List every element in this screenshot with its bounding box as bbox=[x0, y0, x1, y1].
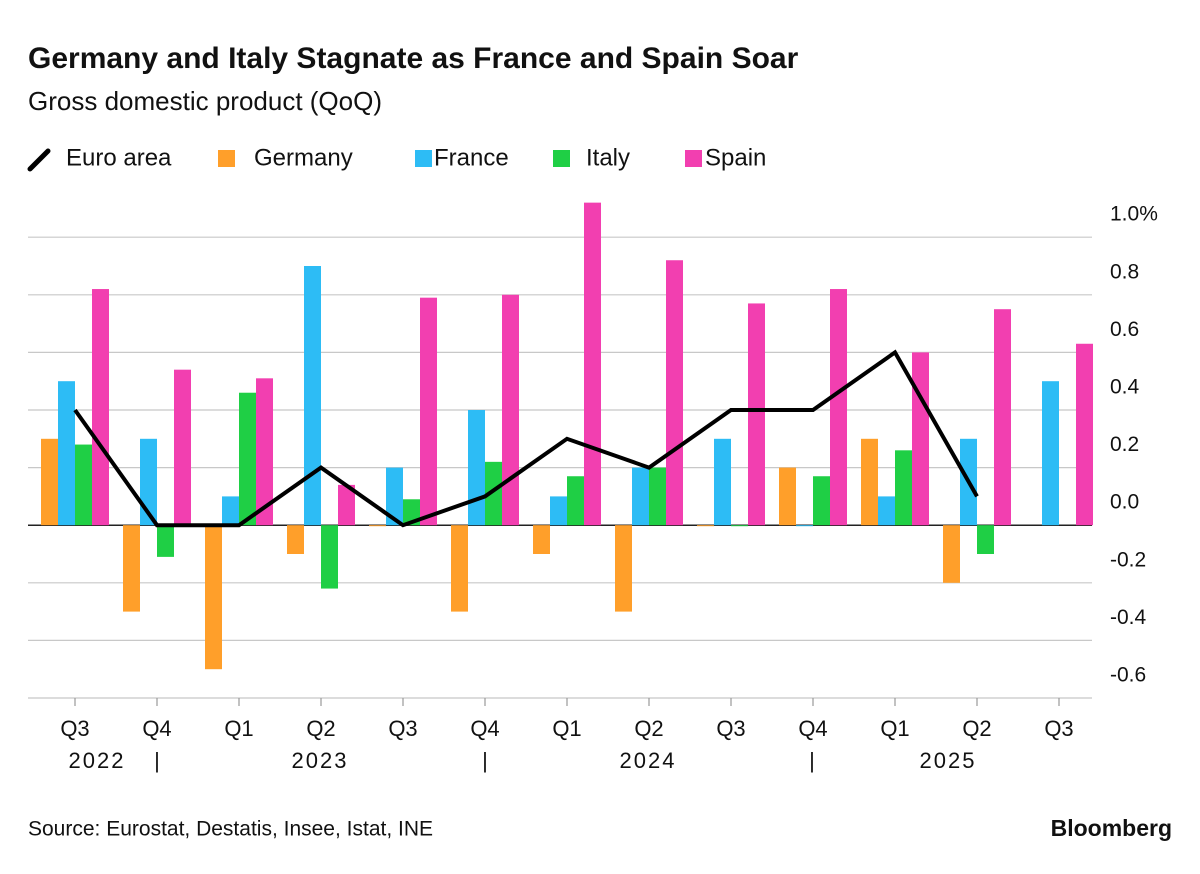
bar bbox=[338, 484, 355, 526]
x-tick-label: Q1 bbox=[224, 716, 253, 741]
x-tick-label: Q3 bbox=[60, 716, 89, 741]
bar bbox=[748, 303, 765, 526]
legend-label: Italy bbox=[586, 144, 630, 171]
bar bbox=[731, 525, 748, 527]
source: Source: Eurostat, Destatis, Insee, Istat… bbox=[28, 818, 433, 841]
y-tick-label: -0.2 bbox=[1110, 548, 1146, 571]
bar bbox=[468, 410, 485, 526]
x-tick-label: Q3 bbox=[1044, 716, 1073, 741]
year-label: 2024 bbox=[620, 748, 677, 773]
legend-label: Spain bbox=[705, 144, 766, 171]
y-tick-label: -0.6 bbox=[1110, 664, 1146, 687]
bar bbox=[75, 444, 92, 526]
bar bbox=[779, 467, 796, 526]
bar bbox=[1042, 381, 1059, 526]
bar bbox=[420, 297, 437, 526]
legend-label: Euro area bbox=[66, 144, 172, 171]
bar bbox=[451, 525, 468, 612]
legend-icon bbox=[27, 148, 51, 172]
bar bbox=[321, 525, 338, 589]
y-tick-label: 0.8 bbox=[1110, 260, 1139, 283]
bar bbox=[550, 496, 567, 526]
bar bbox=[567, 476, 584, 526]
bar bbox=[861, 438, 878, 526]
bar bbox=[533, 525, 550, 554]
bar bbox=[943, 525, 960, 583]
legend-icon bbox=[415, 150, 432, 167]
bar bbox=[878, 496, 895, 526]
legend-icon bbox=[218, 150, 235, 167]
year-separator: | bbox=[809, 748, 815, 773]
bar bbox=[830, 289, 847, 526]
x-tick-label: Q2 bbox=[634, 716, 663, 741]
bar bbox=[895, 450, 912, 526]
legend-icon bbox=[553, 150, 570, 167]
y-tick-label: -0.4 bbox=[1110, 606, 1147, 629]
bar bbox=[386, 467, 403, 526]
brand: Bloomberg bbox=[1051, 815, 1172, 841]
x-tick-label: Q4 bbox=[470, 716, 499, 741]
bar bbox=[502, 294, 519, 526]
x-tick-label: Q1 bbox=[880, 716, 909, 741]
bar bbox=[174, 369, 191, 526]
legend-icon bbox=[685, 150, 702, 167]
bar bbox=[666, 260, 683, 526]
bar bbox=[287, 525, 304, 554]
bar bbox=[304, 266, 321, 526]
bar bbox=[239, 392, 256, 526]
bar bbox=[369, 525, 386, 527]
bar bbox=[123, 525, 140, 612]
bar bbox=[92, 289, 109, 526]
x-tick-label: Q3 bbox=[716, 716, 745, 741]
year-label: 2023 bbox=[292, 748, 349, 773]
bar bbox=[615, 525, 632, 612]
bar bbox=[584, 202, 601, 526]
year-separator: | bbox=[154, 748, 160, 773]
y-tick-label: 0.4 bbox=[1110, 376, 1140, 399]
chart-subtitle: Gross domestic product (QoQ) bbox=[28, 86, 382, 116]
y-tick-label: 0.0 bbox=[1110, 491, 1139, 514]
bar bbox=[649, 467, 666, 526]
bar bbox=[977, 525, 994, 554]
y-tick-label: 1.0% bbox=[1110, 203, 1158, 226]
bar bbox=[912, 352, 929, 526]
legend-label: Germany bbox=[254, 144, 353, 171]
y-tick-label: 0.6 bbox=[1110, 318, 1139, 341]
chart-title: Germany and Italy Stagnate as France and… bbox=[28, 42, 799, 75]
year-label: 2025 bbox=[920, 748, 977, 773]
bar bbox=[485, 461, 502, 526]
bar bbox=[222, 496, 239, 526]
line bbox=[73, 349, 979, 528]
bar bbox=[140, 438, 157, 526]
bar bbox=[1076, 343, 1093, 526]
bar bbox=[813, 476, 830, 526]
bar bbox=[697, 525, 714, 527]
bar bbox=[994, 309, 1011, 526]
bar bbox=[714, 438, 731, 526]
x-tick-label: Q4 bbox=[798, 716, 827, 741]
year-separator: | bbox=[482, 748, 488, 773]
x-tick-label: Q4 bbox=[142, 716, 171, 741]
x-tick-label: Q1 bbox=[552, 716, 581, 741]
legend-label: France bbox=[434, 144, 509, 171]
x-tick-label: Q3 bbox=[388, 716, 417, 741]
bar bbox=[58, 381, 75, 526]
bar bbox=[796, 525, 813, 527]
x-tick-label: Q2 bbox=[306, 716, 335, 741]
bar bbox=[205, 525, 222, 670]
bar bbox=[632, 467, 649, 526]
y-tick-label: 0.2 bbox=[1110, 433, 1139, 456]
year-label: 2022 bbox=[69, 748, 126, 773]
bar bbox=[41, 438, 58, 526]
bar bbox=[256, 378, 273, 526]
bar bbox=[157, 525, 174, 557]
x-tick-label: Q2 bbox=[962, 716, 991, 741]
